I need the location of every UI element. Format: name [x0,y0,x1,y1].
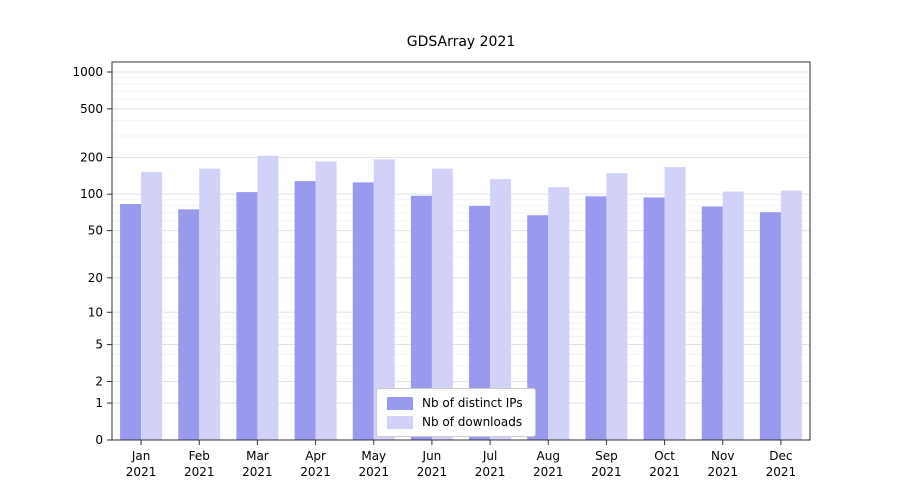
legend-item-distinct-ips: Nb of distinct IPs [387,396,523,410]
x-tick-label-month: Sep [595,449,618,463]
x-tick-label-year: 2021 [417,465,448,479]
x-tick-label-month: Mar [246,449,269,463]
bar-downloads-apr [315,161,337,440]
x-tick-label-year: 2021 [533,465,564,479]
x-tick-label-month: Jun [422,449,442,463]
bar-distinct-ips-mar [236,192,258,440]
bar-distinct-ips-sep [585,196,607,440]
x-tick-label-month: Apr [305,449,326,463]
plot-border [111,61,811,441]
y-tick-label: 2 [95,374,103,388]
x-tick-label-month: Feb [189,449,210,463]
bar-distinct-ips-oct [643,197,665,440]
y-tick-label: 5 [95,338,103,352]
y-tick-label: 100 [80,187,103,201]
legend: Nb of distinct IPs Nb of downloads [376,388,536,437]
x-tick-label-month: Jan [131,449,151,463]
x-tick-label-year: 2021 [300,465,331,479]
legend-label-downloads: Nb of downloads [422,415,523,429]
y-tick-label: 1 [95,396,103,410]
bar-distinct-ips-dec [759,212,781,440]
bar-downloads-nov [722,191,744,440]
legend-swatch-downloads [387,415,413,429]
chart-title: GDSArray 2021 [406,34,516,50]
x-tick-label-month: Nov [711,449,734,463]
y-tick-label: 50 [88,224,103,238]
legend-label-distinct-ips: Nb of distinct IPs [422,396,523,410]
x-tick-label-year: 2021 [591,465,622,479]
bar-downloads-jan [141,172,163,440]
x-tick-label-year: 2021 [649,465,680,479]
bar-distinct-ips-apr [294,181,316,440]
bar-distinct-ips-nov [701,206,723,440]
bar-downloads-feb [199,168,221,440]
bar-downloads-oct [664,167,686,440]
y-tick-label: 20 [88,271,103,285]
bar-downloads-may [373,159,395,440]
bar-distinct-ips-jul [469,205,491,440]
y-tick-label: 1000 [72,65,103,79]
x-tick-label-month: Oct [654,449,675,463]
x-tick-label-year: 2021 [707,465,738,479]
y-tick-label: 10 [88,305,103,319]
x-tick-label-year: 2021 [126,465,157,479]
bar-distinct-ips-may [352,182,374,440]
x-tick-label-month: Dec [769,449,792,463]
x-tick-label-year: 2021 [242,465,273,479]
bar-distinct-ips-aug [527,215,549,440]
bar-distinct-ips-jun [410,195,432,440]
bar-downloads-mar [257,155,279,441]
x-tick-label-year: 2021 [358,465,389,479]
legend-item-downloads: Nb of downloads [387,415,523,429]
bar-distinct-ips-jan [120,203,142,440]
bar-downloads-dec [780,190,802,440]
x-tick-label-month: May [361,449,386,463]
bar-distinct-ips-feb [178,209,200,440]
x-tick-label-year: 2021 [475,465,506,479]
x-tick-label-month: Aug [537,449,560,463]
bar-downloads-sep [606,173,628,441]
legend-swatch-distinct-ips [387,396,413,410]
bar-downloads-jun [431,168,453,440]
y-tick-label: 500 [80,102,103,116]
x-tick-label-year: 2021 [766,465,797,479]
x-tick-label-year: 2021 [184,465,215,479]
y-tick-label: 200 [80,151,103,165]
bar-downloads-jul [490,179,512,440]
y-tick-label: 0 [95,433,103,447]
bar-downloads-aug [548,187,570,440]
x-tick-label-month: Jul [482,449,497,463]
